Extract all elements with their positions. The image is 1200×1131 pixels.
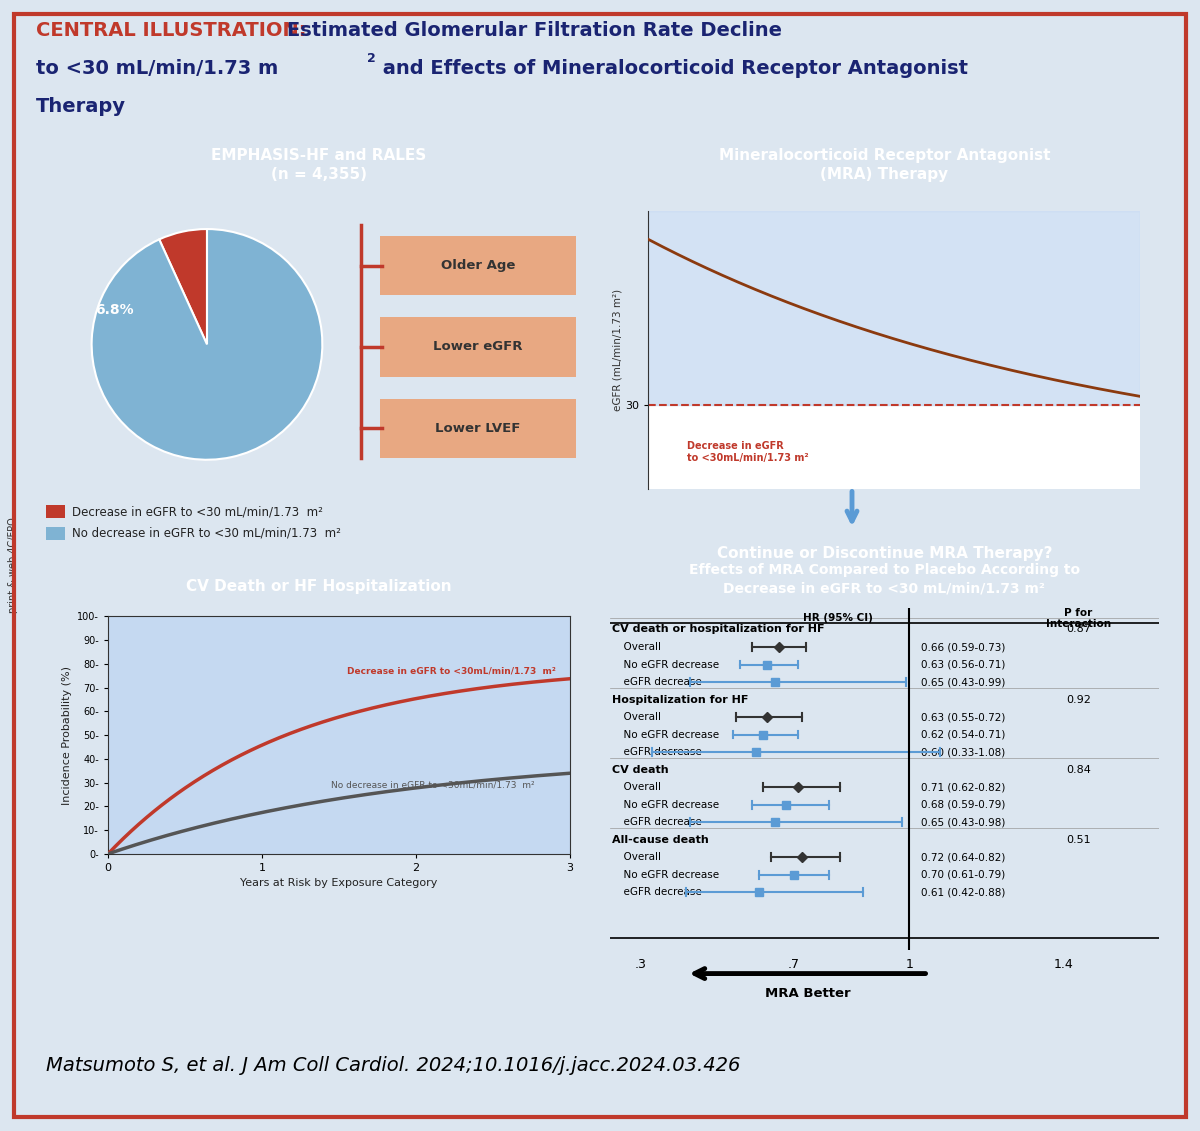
Text: No eGFR decrease: No eGFR decrease xyxy=(617,729,720,740)
Text: Overall: Overall xyxy=(617,713,661,722)
Text: Therapy: Therapy xyxy=(36,97,126,115)
Text: 0.51: 0.51 xyxy=(1066,835,1091,845)
Text: 0.66 (0.59-0.73): 0.66 (0.59-0.73) xyxy=(920,642,1006,651)
Text: No eGFR decrease: No eGFR decrease xyxy=(617,659,720,670)
Text: CENTRAL ILLUSTRATION:: CENTRAL ILLUSTRATION: xyxy=(36,21,306,41)
Text: No decrease in eGFR to <30mL/min/1.73  m²: No decrease in eGFR to <30mL/min/1.73 m² xyxy=(331,780,535,789)
Text: 6.8%: 6.8% xyxy=(95,303,134,317)
Text: Effects of MRA Compared to Placebo According to
Decrease in eGFR to <30 mL/min/1: Effects of MRA Compared to Placebo Accor… xyxy=(689,563,1080,595)
Wedge shape xyxy=(160,228,208,344)
Text: 0.71 (0.62-0.82): 0.71 (0.62-0.82) xyxy=(920,783,1006,792)
Text: eGFR decrease: eGFR decrease xyxy=(617,887,702,897)
Text: 0.84: 0.84 xyxy=(1066,765,1091,775)
Text: 0.72 (0.64-0.82): 0.72 (0.64-0.82) xyxy=(920,852,1006,862)
X-axis label: Years at Risk by Exposure Category: Years at Risk by Exposure Category xyxy=(240,879,438,889)
Text: to <30 mL/min/1.73 m: to <30 mL/min/1.73 m xyxy=(36,59,278,78)
Text: Matsumoto S, et al. J Am Coll Cardiol. 2024;10.1016/j.jacc.2024.03.426: Matsumoto S, et al. J Am Coll Cardiol. 2… xyxy=(46,1056,740,1076)
Y-axis label: eGFR (mL/min/1.73 m²): eGFR (mL/min/1.73 m²) xyxy=(612,290,622,411)
Text: Hospitalization for HF: Hospitalization for HF xyxy=(612,694,748,705)
Text: P for
Interaction: P for Interaction xyxy=(1046,607,1111,629)
Text: Continue or Discontinue MRA Therapy?: Continue or Discontinue MRA Therapy? xyxy=(716,545,1052,561)
Text: Older Age: Older Age xyxy=(440,259,515,273)
Text: No decrease in eGFR to <30 mL/min/1.73  m²: No decrease in eGFR to <30 mL/min/1.73 m… xyxy=(72,527,341,539)
Text: 2: 2 xyxy=(367,52,376,66)
Text: Decrease in eGFR to <30 mL/min/1.73  m²: Decrease in eGFR to <30 mL/min/1.73 m² xyxy=(72,506,323,518)
Text: Overall: Overall xyxy=(617,642,661,651)
Text: 0.87: 0.87 xyxy=(1066,624,1091,634)
Text: eGFR decrease: eGFR decrease xyxy=(617,818,702,827)
Text: CV death or hospitalization for HF: CV death or hospitalization for HF xyxy=(612,624,824,634)
Text: 0.62 (0.54-0.71): 0.62 (0.54-0.71) xyxy=(920,729,1006,740)
Text: 0.68 (0.59-0.79): 0.68 (0.59-0.79) xyxy=(920,800,1006,810)
Text: Decrease in eGFR to <30mL/min/1.73  m²: Decrease in eGFR to <30mL/min/1.73 m² xyxy=(347,666,556,675)
Text: 0.70 (0.61-0.79): 0.70 (0.61-0.79) xyxy=(920,870,1006,880)
Text: Lower eGFR: Lower eGFR xyxy=(433,340,523,354)
Wedge shape xyxy=(91,228,323,459)
Text: eGFR decrease: eGFR decrease xyxy=(617,677,702,687)
Text: Decrease in eGFR
to <30mL/min/1.73 m²: Decrease in eGFR to <30mL/min/1.73 m² xyxy=(688,441,809,463)
Text: 0.61 (0.42-0.88): 0.61 (0.42-0.88) xyxy=(920,887,1006,897)
FancyBboxPatch shape xyxy=(379,235,576,295)
Text: 0.63 (0.55-0.72): 0.63 (0.55-0.72) xyxy=(920,713,1006,722)
Text: Overall: Overall xyxy=(617,783,661,792)
Text: Mineralocorticoid Receptor Antagonist
(MRA) Therapy: Mineralocorticoid Receptor Antagonist (M… xyxy=(719,148,1050,182)
Y-axis label: Incidence Probability (%): Incidence Probability (%) xyxy=(61,666,72,804)
Text: print & web 4C/FPO: print & web 4C/FPO xyxy=(8,518,18,613)
Text: EMPHASIS-HF and RALES
(n = 4,355): EMPHASIS-HF and RALES (n = 4,355) xyxy=(211,148,426,182)
Text: eGFR decrease: eGFR decrease xyxy=(617,748,702,757)
Text: Estimated Glomerular Filtration Rate Decline: Estimated Glomerular Filtration Rate Dec… xyxy=(287,21,782,41)
FancyBboxPatch shape xyxy=(46,504,65,518)
Text: and Effects of Mineralocorticoid Receptor Antagonist: and Effects of Mineralocorticoid Recepto… xyxy=(376,59,968,78)
Text: MRA Better: MRA Better xyxy=(764,987,851,1000)
Text: No eGFR decrease: No eGFR decrease xyxy=(617,800,720,810)
Text: 0.65 (0.43-0.98): 0.65 (0.43-0.98) xyxy=(920,818,1006,827)
Text: All-cause death: All-cause death xyxy=(612,835,708,845)
Text: CV Death or HF Hospitalization: CV Death or HF Hospitalization xyxy=(186,579,451,595)
FancyBboxPatch shape xyxy=(379,317,576,377)
Text: Overall: Overall xyxy=(617,852,661,862)
Text: HR (95% CI): HR (95% CI) xyxy=(803,613,874,623)
Text: CV death: CV death xyxy=(612,765,668,775)
Text: Lower LVEF: Lower LVEF xyxy=(436,422,521,435)
Text: 0.63 (0.56-0.71): 0.63 (0.56-0.71) xyxy=(920,659,1006,670)
Text: 0.65 (0.43-0.99): 0.65 (0.43-0.99) xyxy=(920,677,1006,687)
FancyBboxPatch shape xyxy=(46,527,65,541)
FancyBboxPatch shape xyxy=(379,398,576,458)
Bar xyxy=(648,211,1140,406)
Text: No eGFR decrease: No eGFR decrease xyxy=(617,870,720,880)
Text: 0.60 (0.33-1.08): 0.60 (0.33-1.08) xyxy=(920,748,1006,757)
Text: 0.92: 0.92 xyxy=(1066,694,1091,705)
